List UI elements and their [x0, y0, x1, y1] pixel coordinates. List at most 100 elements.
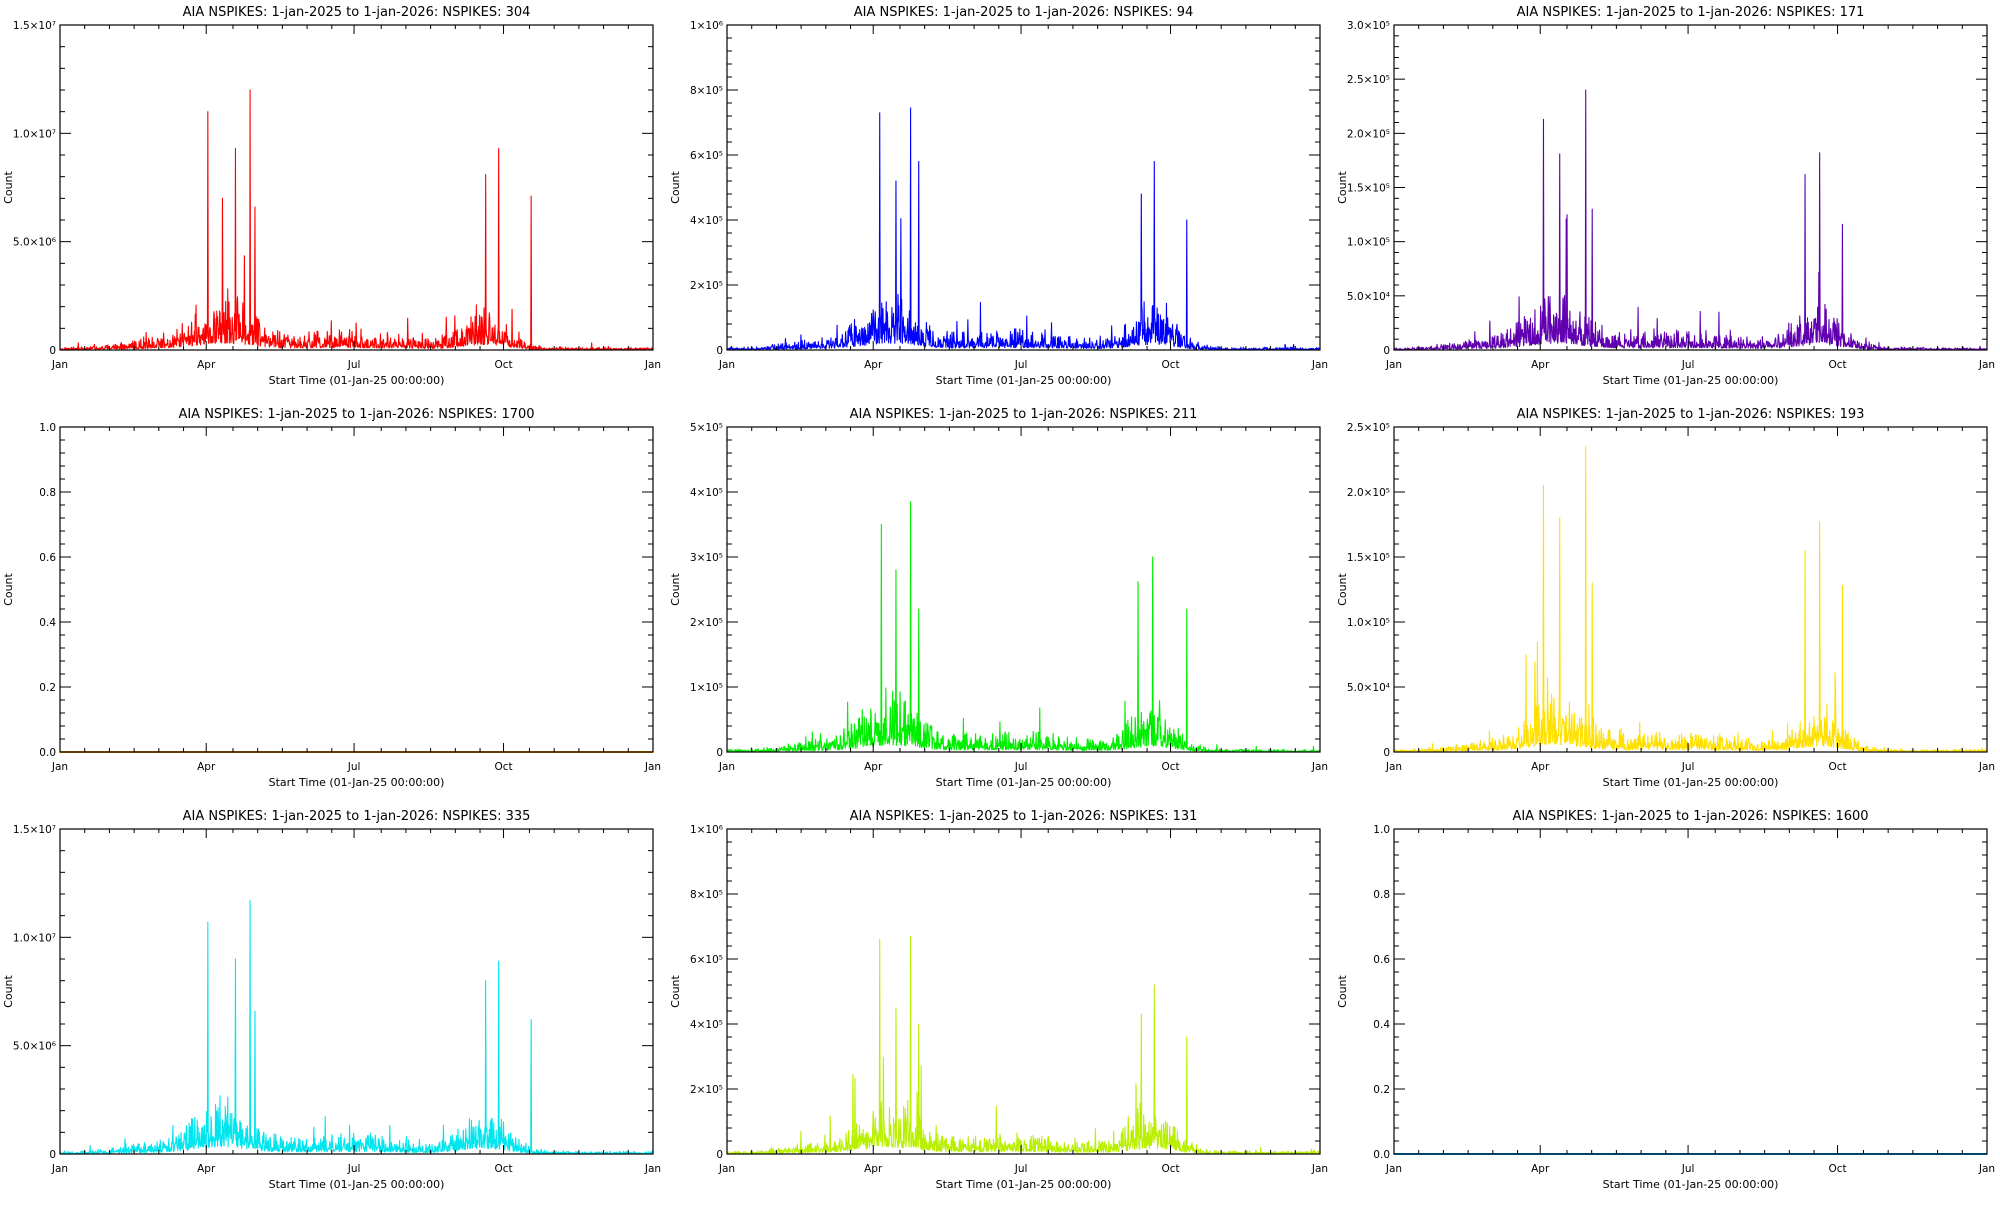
y-tick-label: 0	[716, 1149, 723, 1161]
y-tick-label: 0	[49, 1149, 56, 1161]
y-tick-label: 5×10⁵	[690, 422, 723, 434]
chart-title: AIA NSPIKES: 1-jan-2025 to 1-jan-2026: N…	[1517, 5, 1865, 20]
plot-frame	[1393, 426, 1988, 753]
chart-title: AIA NSPIKES: 1-jan-2025 to 1-jan-2026: N…	[1512, 809, 1868, 824]
x-tick-label: Jul	[1014, 359, 1028, 371]
plot-frame	[726, 828, 1321, 1155]
chart-svg: AIA NSPIKES: 1-jan-2025 to 1-jan-2026: N…	[2, 407, 661, 789]
chart-title: AIA NSPIKES: 1-jan-2025 to 1-jan-2026: N…	[1517, 407, 1865, 422]
series-line	[59, 89, 654, 351]
y-tick-label: 0	[1383, 747, 1390, 759]
x-tick-label: Jan	[51, 761, 68, 773]
x-tick-label: Oct	[1161, 359, 1179, 371]
plot-frame	[59, 426, 654, 753]
y-tick-label: 0.0	[39, 747, 56, 759]
y-axis-label: Count	[2, 170, 15, 203]
y-axis-label: Count	[669, 974, 682, 1007]
chart-panel-6: AIA NSPIKES: 1-jan-2025 to 1-jan-2026: N…	[1334, 402, 2000, 804]
y-tick-label: 3×10⁵	[690, 552, 723, 564]
chart-svg: AIA NSPIKES: 1-jan-2025 to 1-jan-2026: N…	[669, 809, 1328, 1191]
y-tick-label: 1.5×10⁵	[1347, 552, 1390, 564]
y-tick-label: 1.0×10⁵	[1347, 617, 1390, 629]
y-tick-label: 6×10⁵	[690, 150, 723, 162]
x-tick-label: Jul	[347, 359, 361, 371]
chart-svg: AIA NSPIKES: 1-jan-2025 to 1-jan-2026: N…	[669, 407, 1328, 789]
y-tick-label: 0	[716, 345, 723, 357]
y-tick-label: 0.4	[1373, 1019, 1390, 1031]
chart-svg: AIA NSPIKES: 1-jan-2025 to 1-jan-2026: N…	[1336, 809, 1995, 1191]
x-tick-label: Jul	[1014, 761, 1028, 773]
y-axis-label: Count	[1336, 572, 1349, 605]
y-tick-label: 1×10⁵	[690, 682, 723, 694]
y-tick-label: 0	[49, 345, 56, 357]
y-axis-label: Count	[669, 572, 682, 605]
series-line	[1393, 89, 1988, 351]
x-tick-label: Jan	[1311, 1163, 1328, 1175]
x-tick-label: Apr	[197, 761, 216, 773]
y-axis-label: Count	[2, 572, 15, 605]
x-tick-label: Jan	[1385, 1163, 1402, 1175]
x-tick-label: Apr	[864, 359, 883, 371]
x-tick-label: Jan	[1311, 359, 1328, 371]
x-axis-label: Start Time (01-Jan-25 00:00:00)	[269, 1178, 445, 1191]
y-tick-label: 8×10⁵	[690, 889, 723, 901]
x-tick-label: Oct	[494, 1163, 512, 1175]
y-axis-label: Count	[1336, 974, 1349, 1007]
chart-svg: AIA NSPIKES: 1-jan-2025 to 1-jan-2026: N…	[1336, 5, 1995, 387]
x-tick-label: Jul	[1681, 1163, 1695, 1175]
x-axis-label: Start Time (01-Jan-25 00:00:00)	[936, 374, 1112, 387]
chart-panel-4: AIA NSPIKES: 1-jan-2025 to 1-jan-2026: N…	[0, 402, 667, 804]
chart-panel-5: AIA NSPIKES: 1-jan-2025 to 1-jan-2026: N…	[667, 402, 1334, 804]
x-tick-label: Jan	[1385, 359, 1402, 371]
x-tick-label: Jan	[644, 359, 661, 371]
y-tick-label: 0.2	[1373, 1084, 1390, 1096]
x-tick-label: Apr	[864, 761, 883, 773]
x-tick-label: Jan	[718, 359, 735, 371]
y-tick-label: 5.0×10⁶	[13, 1041, 56, 1053]
x-tick-label: Oct	[1828, 359, 1846, 371]
x-tick-label: Jan	[718, 761, 735, 773]
x-tick-label: Jan	[1385, 761, 1402, 773]
y-tick-label: 0.6	[39, 552, 56, 564]
chart-title: AIA NSPIKES: 1-jan-2025 to 1-jan-2026: N…	[178, 407, 534, 422]
y-tick-label: 2×10⁵	[690, 1084, 723, 1096]
x-tick-label: Jul	[1014, 1163, 1028, 1175]
x-axis-label: Start Time (01-Jan-25 00:00:00)	[269, 374, 445, 387]
chart-panel-3: AIA NSPIKES: 1-jan-2025 to 1-jan-2026: N…	[1334, 0, 2000, 402]
x-tick-label: Apr	[1531, 761, 1550, 773]
y-tick-label: 0.4	[39, 617, 56, 629]
series-line	[726, 107, 1321, 351]
y-tick-label: 2×10⁵	[690, 280, 723, 292]
x-tick-label: Jan	[51, 1163, 68, 1175]
x-tick-label: Oct	[494, 359, 512, 371]
y-tick-label: 1.5×10⁵	[1347, 183, 1390, 195]
y-tick-label: 2.5×10⁵	[1347, 74, 1390, 86]
chart-title: AIA NSPIKES: 1-jan-2025 to 1-jan-2026: N…	[850, 809, 1198, 824]
y-tick-label: 0.8	[1373, 889, 1390, 901]
y-tick-label: 4×10⁵	[690, 487, 723, 499]
x-tick-label: Jul	[347, 1163, 361, 1175]
plot-frame	[59, 828, 654, 1155]
plot-frame	[59, 24, 654, 351]
y-tick-label: 2.5×10⁵	[1347, 422, 1390, 434]
plot-frame	[726, 24, 1321, 351]
x-tick-label: Jan	[1311, 761, 1328, 773]
y-tick-label: 3.0×10⁵	[1347, 20, 1390, 32]
chart-panel-8: AIA NSPIKES: 1-jan-2025 to 1-jan-2026: N…	[667, 804, 1334, 1206]
x-tick-label: Apr	[197, 1163, 216, 1175]
x-tick-label: Apr	[864, 1163, 883, 1175]
y-tick-label: 1.0	[39, 422, 56, 434]
x-tick-label: Jan	[51, 359, 68, 371]
x-axis-label: Start Time (01-Jan-25 00:00:00)	[936, 776, 1112, 789]
x-tick-label: Jan	[1978, 359, 1995, 371]
y-tick-label: 0.2	[39, 682, 56, 694]
chart-panel-9: AIA NSPIKES: 1-jan-2025 to 1-jan-2026: N…	[1334, 804, 2000, 1206]
y-tick-label: 1.5×10⁷	[13, 824, 56, 836]
y-tick-label: 1.0×10⁷	[13, 932, 56, 944]
x-tick-label: Oct	[1828, 1163, 1846, 1175]
x-tick-label: Jul	[1681, 359, 1695, 371]
x-tick-label: Oct	[1161, 1163, 1179, 1175]
x-tick-label: Jan	[1978, 761, 1995, 773]
x-tick-label: Apr	[1531, 359, 1550, 371]
